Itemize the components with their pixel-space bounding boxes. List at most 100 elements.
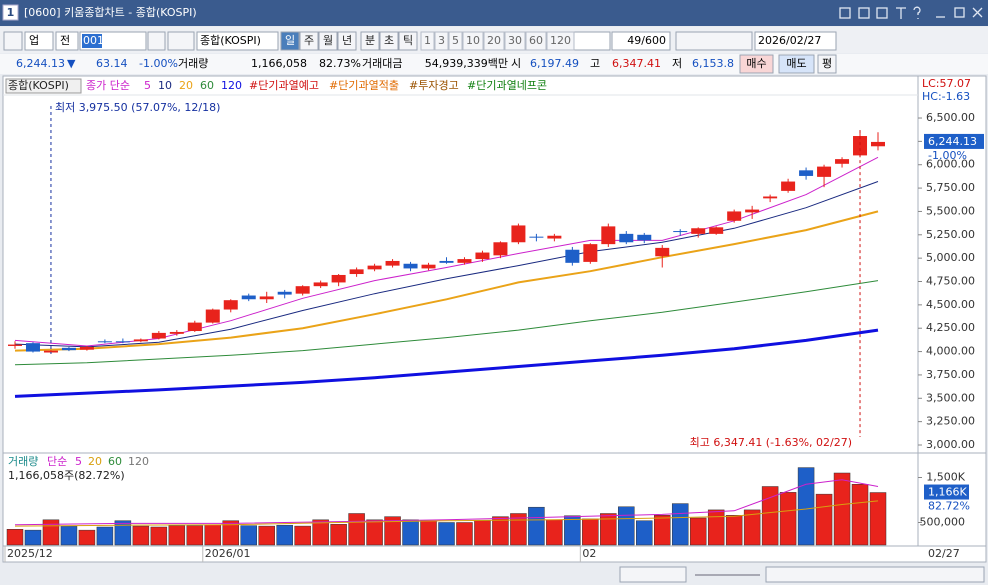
- period-button[interactable]: [280, 31, 300, 51]
- icon[interactable]: [839, 7, 851, 19]
- hc-label: HC:-1.63: [922, 90, 970, 103]
- candle-body: [205, 309, 220, 323]
- volume-bar: [150, 526, 168, 546]
- interval-button[interactable]: [504, 31, 526, 51]
- y-tick-label: 5,500.00: [926, 204, 975, 217]
- interval-button[interactable]: [525, 31, 547, 51]
- interval-button[interactable]: [483, 31, 505, 51]
- quote-row: 6,244.13 ▼ 63.14 -1.00% 거래량 1,166,058 82…: [0, 54, 988, 74]
- order-button[interactable]: [778, 54, 815, 74]
- legend-box: [5, 78, 82, 94]
- y-tick-label: 3,000.00: [926, 438, 975, 451]
- interval-button[interactable]: [462, 31, 484, 51]
- volume-bar: [168, 525, 186, 546]
- candle-body: [8, 344, 22, 346]
- volume-bar: [132, 525, 150, 546]
- search-button[interactable]: [147, 31, 166, 51]
- volume: 1,166,058: [251, 57, 307, 70]
- period-label: 분: [365, 34, 375, 47]
- legend-label: 종가 단순: [86, 79, 130, 92]
- view-buttons[interactable]: [765, 566, 985, 583]
- order-label: 평: [822, 57, 832, 70]
- sound-button[interactable]: [167, 31, 195, 51]
- volume-bar: [618, 506, 635, 546]
- period-label: 초: [384, 34, 394, 47]
- volume-bar: [384, 516, 401, 546]
- volume-bar: [600, 513, 617, 546]
- window-title: [0600] 키움종합차트 - 종합(KOSPI): [24, 6, 197, 19]
- candle-body: [781, 181, 796, 191]
- interval-label: 5: [452, 34, 459, 47]
- candle-body: [187, 322, 202, 332]
- maximize[interactable]: [954, 7, 965, 18]
- interval-button[interactable]: [420, 31, 435, 51]
- candle-body: [457, 259, 472, 263]
- candle-body: [673, 231, 688, 233]
- icon[interactable]: [876, 7, 888, 19]
- interval-button[interactable]: [546, 31, 575, 51]
- date-box[interactable]: [754, 31, 837, 51]
- code: 001: [83, 34, 104, 47]
- last-pct: -1.00%: [928, 149, 967, 162]
- window-number: 1: [7, 6, 15, 19]
- code-highlight: [82, 34, 102, 48]
- amount-label: 거래대금: [362, 57, 402, 70]
- market-select[interactable]: [24, 31, 54, 51]
- volume-bar: [743, 509, 761, 546]
- title-icons[interactable]: [839, 6, 983, 19]
- ma-line: [14, 280, 879, 366]
- name-box: [196, 31, 279, 51]
- volume-bar: [474, 520, 491, 546]
- order-button[interactable]: [817, 54, 837, 74]
- icon[interactable]: [913, 6, 921, 19]
- icon[interactable]: [858, 7, 870, 19]
- candle-body: [403, 263, 418, 269]
- dropdown[interactable]: [571, 31, 611, 51]
- y-tick-label: 4,250.00: [926, 321, 975, 334]
- period-button[interactable]: [299, 31, 319, 51]
- period-label: 년: [342, 34, 352, 47]
- volume-bar: [761, 486, 779, 546]
- y-tick-label: 5,000.00: [926, 251, 975, 264]
- period-button[interactable]: [360, 31, 380, 51]
- close[interactable]: [972, 7, 983, 18]
- y-tick-label: 5,250.00: [926, 228, 975, 241]
- candle-body: [529, 236, 544, 238]
- tool-buttons[interactable]: [675, 31, 753, 51]
- period-button[interactable]: [379, 31, 399, 51]
- scope-select[interactable]: [55, 31, 79, 51]
- candle-body: [367, 265, 382, 270]
- ma-line: [14, 479, 879, 526]
- volume-bar: [222, 520, 239, 546]
- y-tick-label: 4,750.00: [926, 275, 975, 288]
- candle-body: [691, 228, 706, 234]
- bottom-bg: [0, 564, 988, 585]
- volume-bar: [707, 509, 725, 546]
- count: 49/600: [627, 34, 666, 47]
- period-button[interactable]: [398, 31, 418, 51]
- window-number-box: [2, 4, 19, 21]
- y-tick-label: 6,000.00: [926, 158, 975, 171]
- candle-body: [385, 260, 400, 266]
- volume-bar: [869, 492, 887, 546]
- menu-button[interactable]: [3, 31, 23, 51]
- icon[interactable]: [896, 7, 906, 19]
- candle-body: [97, 341, 112, 343]
- interval-button[interactable]: [448, 31, 463, 51]
- low-label: 저: [672, 57, 682, 70]
- date: 2026/02/27: [758, 34, 821, 47]
- market: 업: [29, 34, 39, 47]
- x-tick-label: 2026/01: [205, 547, 251, 560]
- period-button[interactable]: [337, 31, 357, 51]
- order-button[interactable]: [739, 54, 774, 74]
- low: 6,153.8: [692, 57, 734, 70]
- candle-body: [727, 211, 742, 221]
- period-button[interactable]: [318, 31, 338, 51]
- volume-bar: [366, 519, 383, 546]
- scroll-buttons[interactable]: [619, 566, 687, 583]
- lc-label: LC:57.07: [922, 77, 971, 90]
- last-price: 6,244.13: [928, 135, 977, 148]
- interval-button[interactable]: [434, 31, 449, 51]
- stock-name: 종합(KOSPI): [200, 34, 261, 47]
- candle-body: [349, 269, 364, 275]
